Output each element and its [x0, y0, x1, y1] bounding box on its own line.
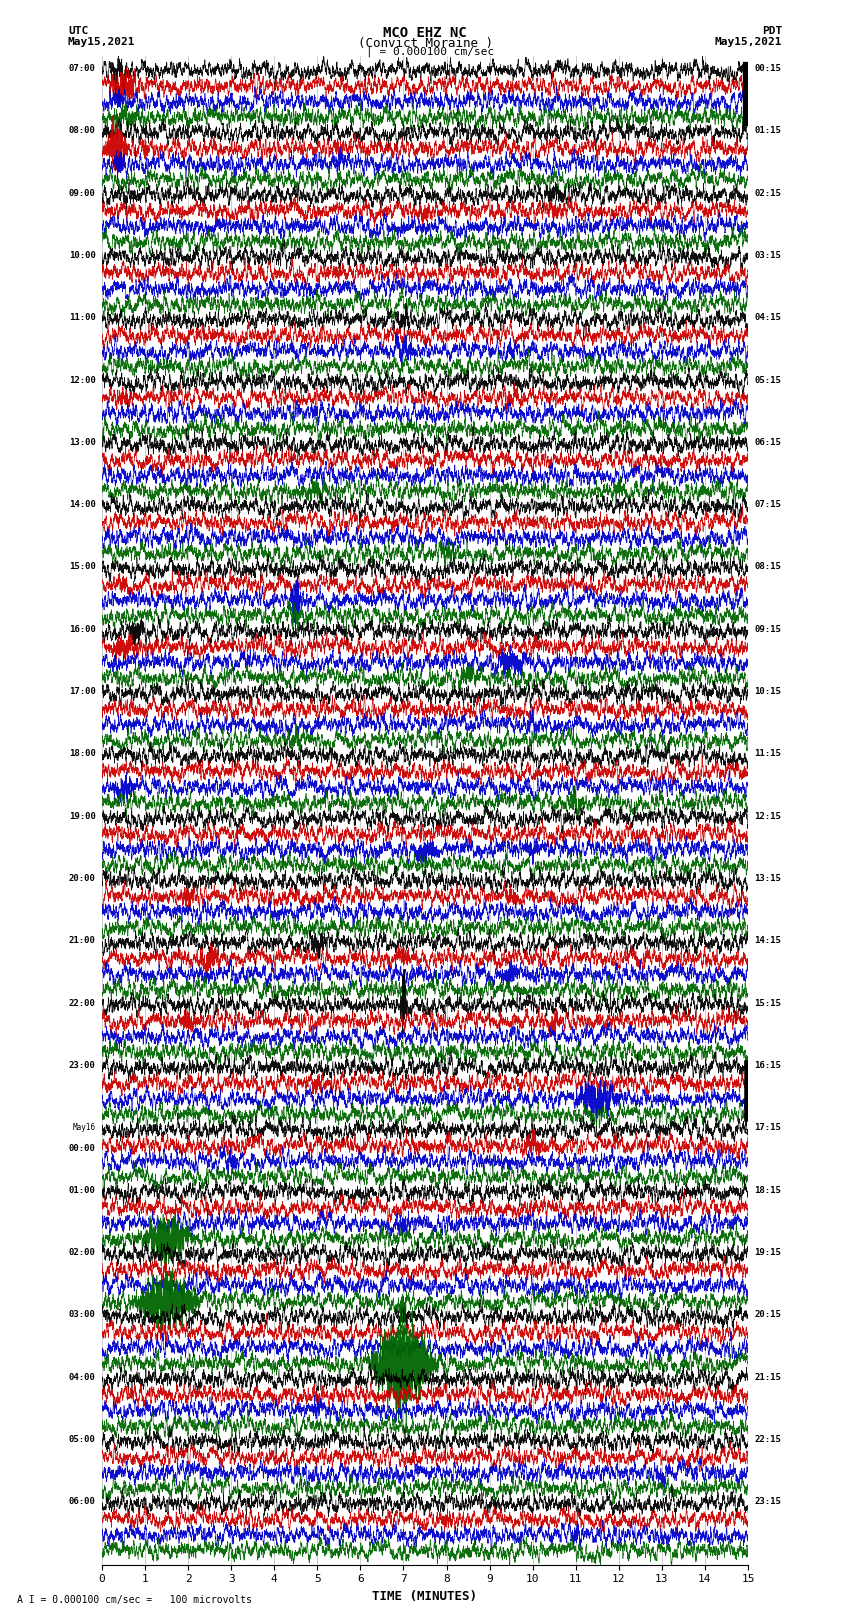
- Text: 08:15: 08:15: [755, 563, 781, 571]
- Text: 04:15: 04:15: [755, 313, 781, 323]
- Text: 00:15: 00:15: [755, 65, 781, 73]
- Text: PDT: PDT: [762, 26, 782, 35]
- Text: 22:00: 22:00: [69, 998, 95, 1008]
- Text: 01:00: 01:00: [69, 1186, 95, 1195]
- Text: 13:00: 13:00: [69, 437, 95, 447]
- Text: 16:00: 16:00: [69, 624, 95, 634]
- Text: 05:00: 05:00: [69, 1436, 95, 1444]
- Text: 15:00: 15:00: [69, 563, 95, 571]
- Text: 12:00: 12:00: [69, 376, 95, 384]
- Text: A I = 0.000100 cm/sec =   100 microvolts: A I = 0.000100 cm/sec = 100 microvolts: [17, 1595, 252, 1605]
- Text: 05:15: 05:15: [755, 376, 781, 384]
- Text: 11:00: 11:00: [69, 313, 95, 323]
- Text: 02:15: 02:15: [755, 189, 781, 197]
- Text: 16:15: 16:15: [755, 1061, 781, 1069]
- Text: May16: May16: [72, 1123, 95, 1132]
- Text: | = 0.000100 cm/sec: | = 0.000100 cm/sec: [366, 47, 494, 58]
- Text: 06:00: 06:00: [69, 1497, 95, 1507]
- Text: 04:00: 04:00: [69, 1373, 95, 1382]
- Text: 14:00: 14:00: [69, 500, 95, 510]
- Text: 19:15: 19:15: [755, 1248, 781, 1257]
- Text: 12:15: 12:15: [755, 811, 781, 821]
- Text: 22:15: 22:15: [755, 1436, 781, 1444]
- Text: 23:15: 23:15: [755, 1497, 781, 1507]
- Text: 07:15: 07:15: [755, 500, 781, 510]
- Text: 09:00: 09:00: [69, 189, 95, 197]
- X-axis label: TIME (MINUTES): TIME (MINUTES): [372, 1590, 478, 1603]
- Text: 08:00: 08:00: [69, 126, 95, 135]
- Text: 21:15: 21:15: [755, 1373, 781, 1382]
- Text: 06:15: 06:15: [755, 437, 781, 447]
- Text: 02:00: 02:00: [69, 1248, 95, 1257]
- Text: 10:00: 10:00: [69, 252, 95, 260]
- Text: 20:15: 20:15: [755, 1310, 781, 1319]
- Text: 19:00: 19:00: [69, 811, 95, 821]
- Text: 14:15: 14:15: [755, 937, 781, 945]
- Text: MCO EHZ NC: MCO EHZ NC: [383, 26, 467, 40]
- Text: 20:00: 20:00: [69, 874, 95, 882]
- Text: 23:00: 23:00: [69, 1061, 95, 1069]
- Text: 21:00: 21:00: [69, 937, 95, 945]
- Text: UTC: UTC: [68, 26, 88, 35]
- Text: 07:00: 07:00: [69, 65, 95, 73]
- Text: 17:00: 17:00: [69, 687, 95, 697]
- Text: May15,2021: May15,2021: [715, 37, 782, 47]
- Text: May15,2021: May15,2021: [68, 37, 135, 47]
- Text: 10:15: 10:15: [755, 687, 781, 697]
- Text: 13:15: 13:15: [755, 874, 781, 882]
- Text: 18:15: 18:15: [755, 1186, 781, 1195]
- Text: 18:00: 18:00: [69, 750, 95, 758]
- Text: 11:15: 11:15: [755, 750, 781, 758]
- Text: 17:15: 17:15: [755, 1123, 781, 1132]
- Text: 00:00: 00:00: [69, 1144, 95, 1153]
- Text: 03:15: 03:15: [755, 252, 781, 260]
- Text: 03:00: 03:00: [69, 1310, 95, 1319]
- Text: 09:15: 09:15: [755, 624, 781, 634]
- Text: 01:15: 01:15: [755, 126, 781, 135]
- Text: (Convict Moraine ): (Convict Moraine ): [358, 37, 492, 50]
- Text: 15:15: 15:15: [755, 998, 781, 1008]
